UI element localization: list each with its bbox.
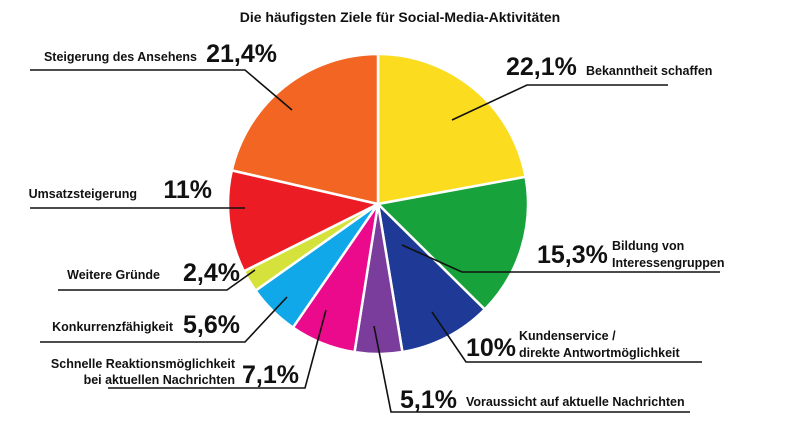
leader-line: [431, 311, 702, 363]
slice-category-label: Bildung von: [612, 239, 684, 253]
slice-category-label: Konkurrenzfähigkeit: [52, 320, 174, 334]
slice-value-label: 22,1%: [506, 53, 577, 81]
leader-line: [373, 325, 690, 413]
leader-line: [108, 309, 327, 389]
slice-value-label: 5,6%: [183, 311, 240, 339]
leader-line: [451, 84, 668, 121]
slice-category-label: Schnelle Reaktionsmöglichkeit: [51, 357, 236, 371]
slice-value-label: 7,1%: [242, 361, 299, 389]
slice-category-label: Bekanntheit schaffen: [586, 64, 712, 78]
pie-slice: [376, 52, 527, 206]
chart-title: Die häufigsten Ziele für Social-Media-Ak…: [240, 9, 561, 25]
slice-category-label: Umsatzsteigerung: [29, 187, 137, 201]
slice-value-label: 21,4%: [206, 40, 277, 68]
pie-slice: [230, 52, 380, 206]
slice-value-label: 11%: [163, 176, 212, 204]
slice-category-label: Weitere Gründe: [67, 268, 160, 282]
slice-value-label: 15,3%: [537, 241, 608, 269]
slice-category-label: Steigerung des Ansehens: [44, 50, 197, 64]
slice-category-label: Kundenservice /: [519, 329, 616, 343]
slice-category-label: Voraussicht auf aktuelle Nachrichten: [466, 395, 685, 409]
slice-value-label: 10%: [466, 334, 516, 362]
leader-line: [40, 296, 288, 343]
leader-line: [58, 269, 256, 291]
pie-slice: [376, 175, 530, 311]
leader-line: [30, 69, 293, 111]
slice-category-label: Interessengruppen: [612, 256, 725, 270]
slice-value-label: 2,4%: [183, 259, 240, 287]
slice-category-label: bei aktuellen Nachrichten: [84, 373, 235, 387]
pie-slice: [376, 202, 486, 354]
leader-line: [401, 244, 720, 273]
slice-value-label: 5,1%: [400, 386, 457, 414]
slice-category-label: direkte Antwortmöglichkeit: [519, 346, 681, 360]
